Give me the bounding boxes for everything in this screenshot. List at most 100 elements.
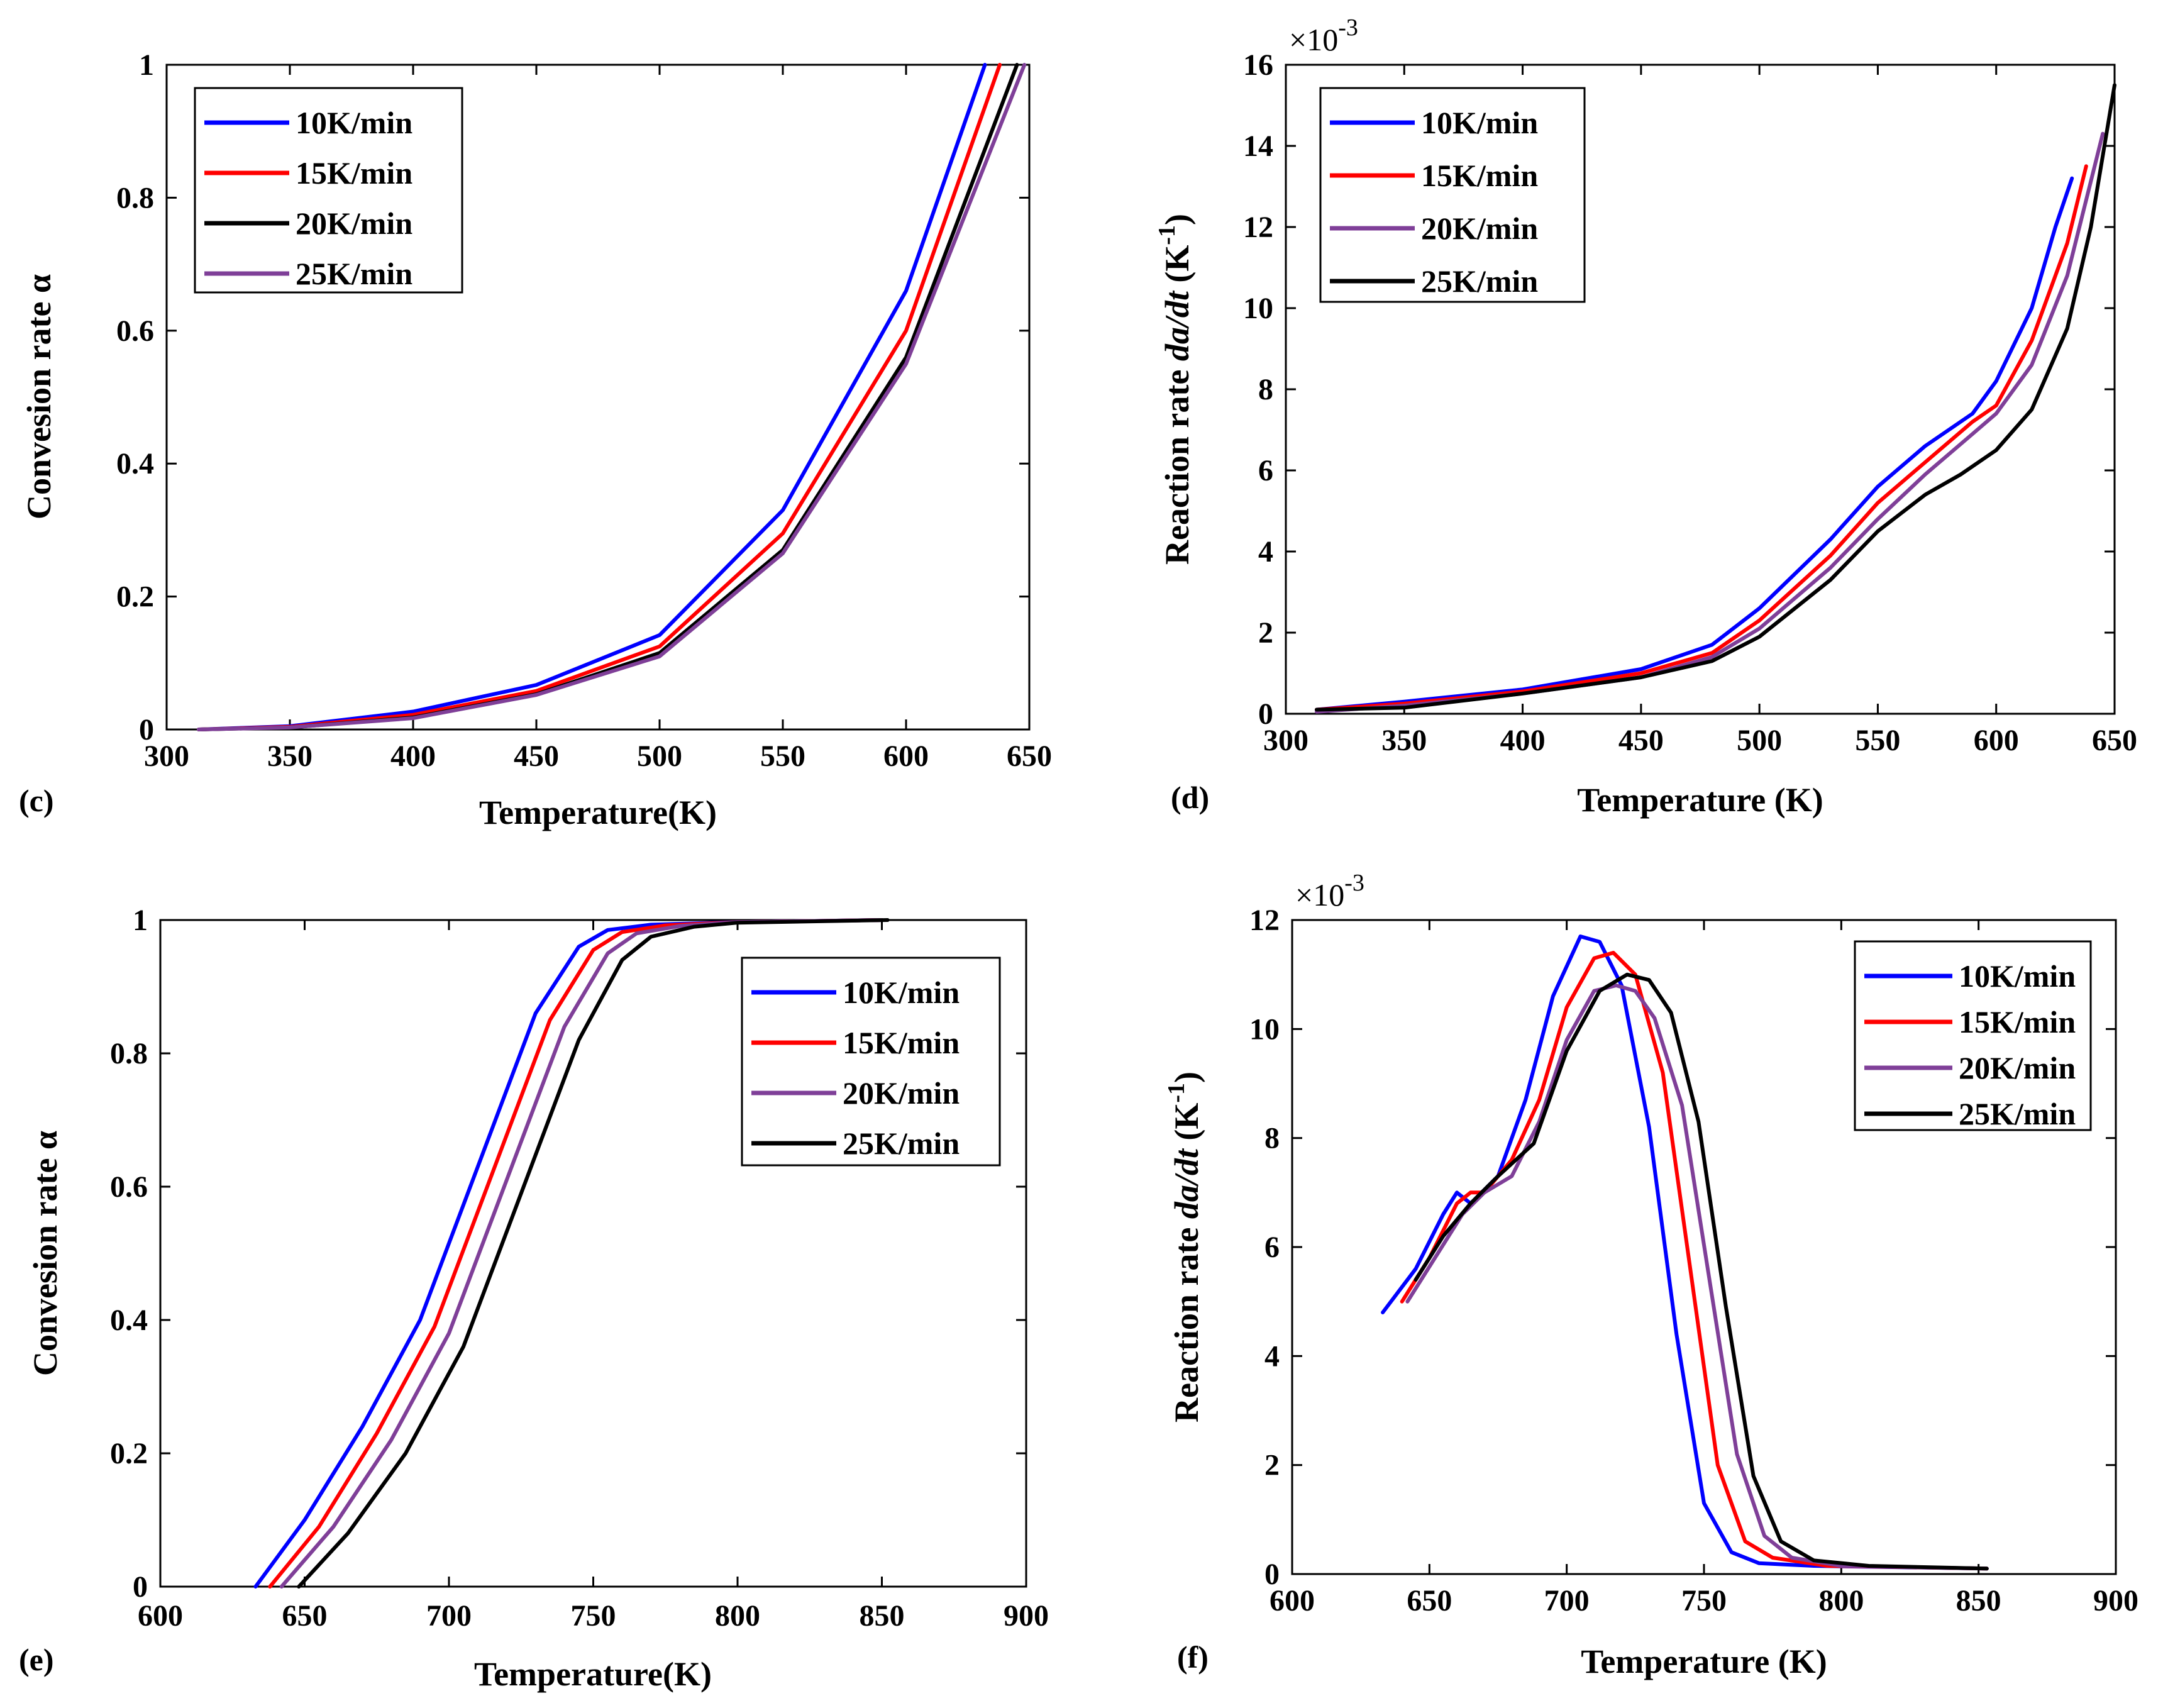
y-tick-label: 0 [133, 1570, 148, 1604]
series-line-25k-per-min [197, 63, 1027, 731]
y-tick-label: 0.2 [116, 580, 154, 614]
panel-label: (f) [1177, 1639, 1209, 1675]
legend-entry-label: 25K/min [843, 1126, 960, 1161]
panel-f-chart: 600 650 700 750 800 850 900 0 2 4 6 8 10 12 10K/min 15K… [1163, 870, 2138, 1680]
legend-entry-label: 15K/min [1421, 158, 1538, 193]
x-tick-label: 600 [1974, 724, 2019, 757]
y-tick-label: 2 [1264, 1449, 1280, 1482]
x-tick-label: 800 [1818, 1584, 1864, 1617]
x-tick-label: 800 [715, 1599, 760, 1633]
x-tick-label: 750 [1681, 1584, 1727, 1617]
legend-box [1854, 940, 2092, 1131]
series-line-10k-per-min [1381, 934, 1989, 1571]
x-tick-label: 400 [390, 740, 436, 773]
x-tick-label: 600 [138, 1599, 183, 1633]
x-tick-label: 450 [1618, 724, 1664, 757]
legend-entry-label: 10K/min [843, 975, 960, 1010]
y-tick-label: 0 [139, 713, 154, 746]
x-axis-label: Temperature(K) [479, 794, 717, 831]
y-tick-label: 6 [1258, 454, 1273, 487]
y-tick-label: 16 [1243, 48, 1273, 82]
y-tick-label: 12 [1243, 211, 1273, 244]
x-tick-label: 750 [571, 1599, 616, 1633]
axis-multiplier: ×10-3 [1295, 870, 1364, 912]
y-tick-label: 12 [1249, 904, 1280, 937]
legend-entry-label: 20K/min [296, 206, 412, 241]
legend: 10K/min 15K/min 20K/min 25K/min [741, 957, 1001, 1167]
legend-entry-label: 10K/min [1959, 958, 2076, 994]
y-tick-label: 0 [1258, 697, 1273, 731]
y-tick-label: 0.8 [110, 1037, 148, 1070]
y-tick-label: 0.8 [116, 181, 154, 214]
x-tick-label: 700 [426, 1599, 472, 1633]
legend-entry-label: 25K/min [1421, 263, 1538, 299]
panel-c-chart: 300 350 400 450 500 550 600 650 0 0.2 0.4 0.6 0.8 1 10… [19, 48, 1052, 831]
legend-entry-label: 20K/min [1959, 1050, 2076, 1085]
x-tick-label: 300 [144, 740, 189, 773]
x-tick-label: 600 [883, 740, 929, 773]
y-tick-label: 1 [139, 48, 154, 82]
plot-area-frame [165, 64, 1031, 731]
x-tick-label: 650 [2092, 724, 2137, 757]
series-line-10k-per-min [1315, 176, 2074, 712]
legend: 10K/min 15K/min 20K/min 25K/min [1319, 87, 1586, 303]
axis-multiplier: ×10-3 [1289, 14, 1358, 57]
x-tick-label: 900 [1004, 1599, 1049, 1633]
y-tick-label: 0.6 [116, 314, 154, 348]
y-axis-label: Convesion rate α [20, 274, 58, 519]
x-tick-label: 550 [760, 740, 805, 773]
x-axis-label: Temperature(K) [474, 1655, 712, 1693]
x-axis-label: Temperature (K) [1581, 1643, 1827, 1680]
x-axis-label: Temperature (K) [1577, 781, 1823, 819]
x-tick-label: 500 [637, 740, 682, 773]
legend-entry-label: 25K/min [296, 256, 412, 291]
legend-entry-label: 20K/min [843, 1075, 960, 1111]
x-tick-label: 700 [1544, 1584, 1590, 1617]
panel-e-chart: 600 650 700 750 800 850 900 0 0.2 0.4 0.6 0.8 1 10K/m… [19, 904, 1049, 1693]
legend-entry-label: 15K/min [843, 1025, 960, 1060]
legend-entry-label: 10K/min [296, 105, 412, 140]
panel-d-chart: 300 350 400 450 500 550 600 650 0 2 4 6 8 10 12 14 16 10K… [1154, 14, 2137, 819]
y-tick-label: 8 [1258, 373, 1273, 406]
legend-entry-label: 25K/min [1959, 1096, 2076, 1131]
series-line-25k-per-min [1413, 972, 1989, 1571]
x-tick-label: 850 [1956, 1584, 2001, 1617]
y-tick-label: 10 [1249, 1012, 1280, 1046]
y-axis-label: Reaction rate da/dt (K-1) [1163, 1072, 1205, 1422]
x-tick-label: 600 [1270, 1584, 1315, 1617]
y-tick-label: 4 [1258, 535, 1273, 568]
x-tick-label: 650 [1007, 740, 1052, 773]
y-tick-label: 14 [1243, 130, 1273, 163]
y-tick-label: 10 [1243, 292, 1273, 325]
y-tick-label: 1 [133, 904, 148, 937]
series-line-25k-per-min [297, 918, 890, 1589]
x-tick-label: 850 [860, 1599, 905, 1633]
x-tick-label: 650 [282, 1599, 328, 1633]
y-axis-label: Convesion rate α [26, 1131, 64, 1376]
y-axis-label: Reaction rate da/dt (K-1) [1154, 214, 1196, 565]
x-tick-label: 300 [1263, 724, 1308, 757]
legend-entry-label: 10K/min [1421, 105, 1538, 140]
legend: 10K/min 15K/min 20K/min 25K/min [1854, 940, 2092, 1131]
series-line-15k-per-min [1315, 164, 2088, 712]
series-line-25k-per-min [1315, 83, 2116, 712]
x-tick-label: 650 [1407, 1584, 1452, 1617]
x-tick-label: 350 [1381, 724, 1427, 757]
y-tick-label: 0.4 [110, 1304, 148, 1337]
panel-label: (c) [19, 783, 54, 818]
y-tick-label: 0 [1264, 1558, 1280, 1591]
x-tick-label: 400 [1500, 724, 1546, 757]
y-tick-label: 0.2 [110, 1437, 148, 1470]
legend-entry-label: 15K/min [296, 155, 412, 191]
y-tick-label: 0.6 [110, 1170, 148, 1204]
y-tick-label: 8 [1264, 1122, 1280, 1155]
y-tick-label: 2 [1258, 616, 1273, 650]
y-tick-label: 0.4 [116, 447, 154, 480]
x-tick-label: 500 [1737, 724, 1782, 757]
legend: 10K/min 15K/min 20K/min 25K/min [194, 87, 463, 294]
x-tick-label: 450 [514, 740, 559, 773]
x-tick-label: 550 [1855, 724, 1900, 757]
x-tick-label: 350 [267, 740, 313, 773]
legend-entry-label: 20K/min [1421, 211, 1538, 246]
